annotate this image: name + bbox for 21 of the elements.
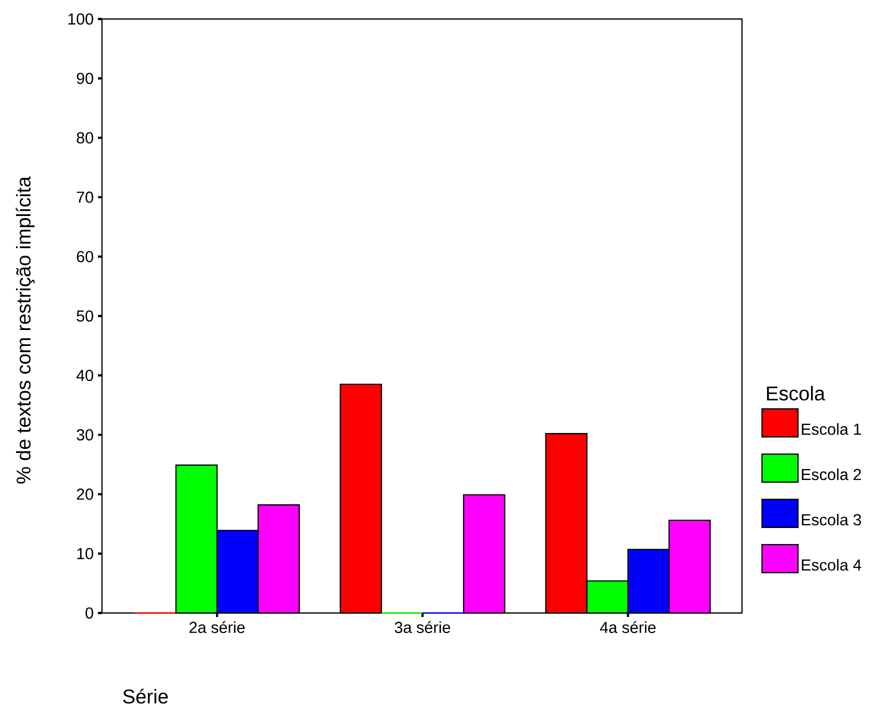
y-tick-label: 40 xyxy=(76,370,94,382)
y-tick-label: 30 xyxy=(76,429,94,440)
y-tick-label: 0 xyxy=(86,607,94,619)
y-tick-label: 20 xyxy=(76,488,94,500)
x-tick-label: 2a série xyxy=(190,621,245,634)
y-axis-title: % de textos com restrição implícita xyxy=(16,176,35,484)
legend-title: Escola xyxy=(767,386,826,401)
legend-label: Escola 4 xyxy=(802,558,862,571)
y-tick-label: 50 xyxy=(76,310,94,322)
x-tick-label: 4a série xyxy=(600,621,656,634)
y-tick-label: 100 xyxy=(68,13,94,25)
y-tick-label: 90 xyxy=(76,72,94,84)
y-tick-label: 10 xyxy=(77,548,94,560)
y-tick-label: 70 xyxy=(76,192,94,203)
y-tick-label: 60 xyxy=(76,250,94,262)
legend-label: Escola 3 xyxy=(802,514,862,526)
x-tick-label: 3a série xyxy=(394,621,450,634)
legend-label: Escola 1 xyxy=(802,423,861,435)
x-axis-title: Série xyxy=(123,688,168,704)
legend-label: Escola 2 xyxy=(802,468,861,480)
y-tick-label: 80 xyxy=(76,132,94,144)
